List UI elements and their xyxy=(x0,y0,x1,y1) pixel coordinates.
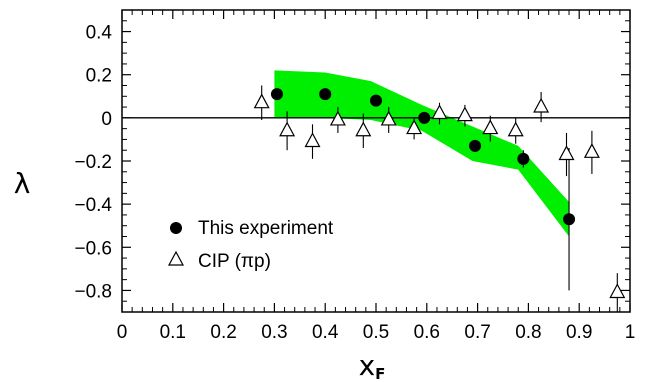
data-point-cip xyxy=(583,143,600,158)
legend-label-this-experiment: This experiment xyxy=(198,218,334,239)
x-axis-label: xF xyxy=(359,349,386,382)
x-tick-label: 0.4 xyxy=(312,322,339,343)
x-tick-label: 0.7 xyxy=(464,322,490,343)
y-tick-label: −0.2 xyxy=(74,152,112,173)
data-point-cip xyxy=(482,119,499,135)
data-point-this-experiment xyxy=(563,213,576,226)
data-point-cip xyxy=(355,121,372,137)
x-tick-label: 0 xyxy=(117,322,128,343)
y-tick-label: −0.4 xyxy=(74,195,112,216)
data-point-this-experiment xyxy=(517,152,530,165)
data-point-cip xyxy=(507,121,524,137)
model-band xyxy=(274,70,570,237)
y-tick-label: 0 xyxy=(101,109,112,130)
data-point-this-experiment xyxy=(270,88,283,101)
x-tick-label: 1 xyxy=(625,322,636,343)
legend-label-cip: CIP (πp) xyxy=(198,251,271,272)
y-tick-labels: 0.4 0.2 0 −0.2 −0.4 −0.6 −0.8 xyxy=(74,23,112,303)
points-layer xyxy=(253,85,626,312)
data-point-cip xyxy=(533,97,550,113)
y-tick-label: 0.2 xyxy=(86,66,112,87)
data-point-this-experiment xyxy=(418,111,431,124)
data-point-cip xyxy=(304,132,321,148)
x-tick-label: 0.3 xyxy=(261,322,287,343)
data-point-this-experiment xyxy=(319,88,332,101)
x-tick-label: 0.6 xyxy=(414,322,440,343)
data-point-this-experiment xyxy=(469,139,482,152)
data-point-cip xyxy=(380,110,397,126)
x-tick-labels: 0 0.1 0.2 0.3 0.4 0.5 0.6 0.7 0.8 0.9 1 xyxy=(117,322,636,343)
x-tick-label: 0.1 xyxy=(160,322,186,343)
y-tick-label: −0.6 xyxy=(74,238,112,259)
legend-marker-this-experiment xyxy=(170,222,182,234)
x-axis-label-main: x xyxy=(359,349,376,382)
x-tick-label: 0.8 xyxy=(515,322,541,343)
data-point-cip xyxy=(253,93,270,109)
legend: This experiment CIP (πp) xyxy=(167,218,334,272)
y-tick-label: −0.8 xyxy=(74,281,112,302)
x-tick-label: 0.9 xyxy=(566,322,592,343)
plot-frame xyxy=(121,9,631,313)
data-point-this-experiment xyxy=(370,94,382,107)
y-axis-label: λ xyxy=(14,167,31,200)
data-point-cip xyxy=(279,121,296,137)
x-tick-label: 0.5 xyxy=(363,322,389,343)
data-point-cip xyxy=(431,104,448,120)
x-tick-label: 0.2 xyxy=(210,322,236,343)
legend-marker-cip xyxy=(167,250,185,266)
x-axis-label-subscript: F xyxy=(375,365,385,382)
data-point-cip xyxy=(456,106,473,122)
y-tick-label: 0.4 xyxy=(86,23,113,44)
data-point-cip xyxy=(406,119,423,135)
data-point-cip xyxy=(558,145,575,161)
data-point-cip xyxy=(609,283,626,299)
band-layer xyxy=(274,70,570,237)
data-point-cip xyxy=(329,110,346,126)
